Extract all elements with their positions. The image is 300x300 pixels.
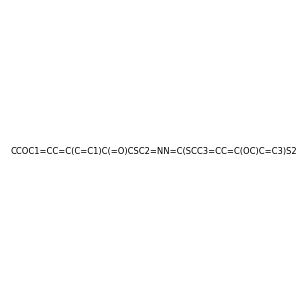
Text: CCOC1=CC=C(C=C1)C(=O)CSC2=NN=C(SCC3=CC=C(OC)C=C3)S2: CCOC1=CC=C(C=C1)C(=O)CSC2=NN=C(SCC3=CC=C…: [11, 147, 297, 156]
